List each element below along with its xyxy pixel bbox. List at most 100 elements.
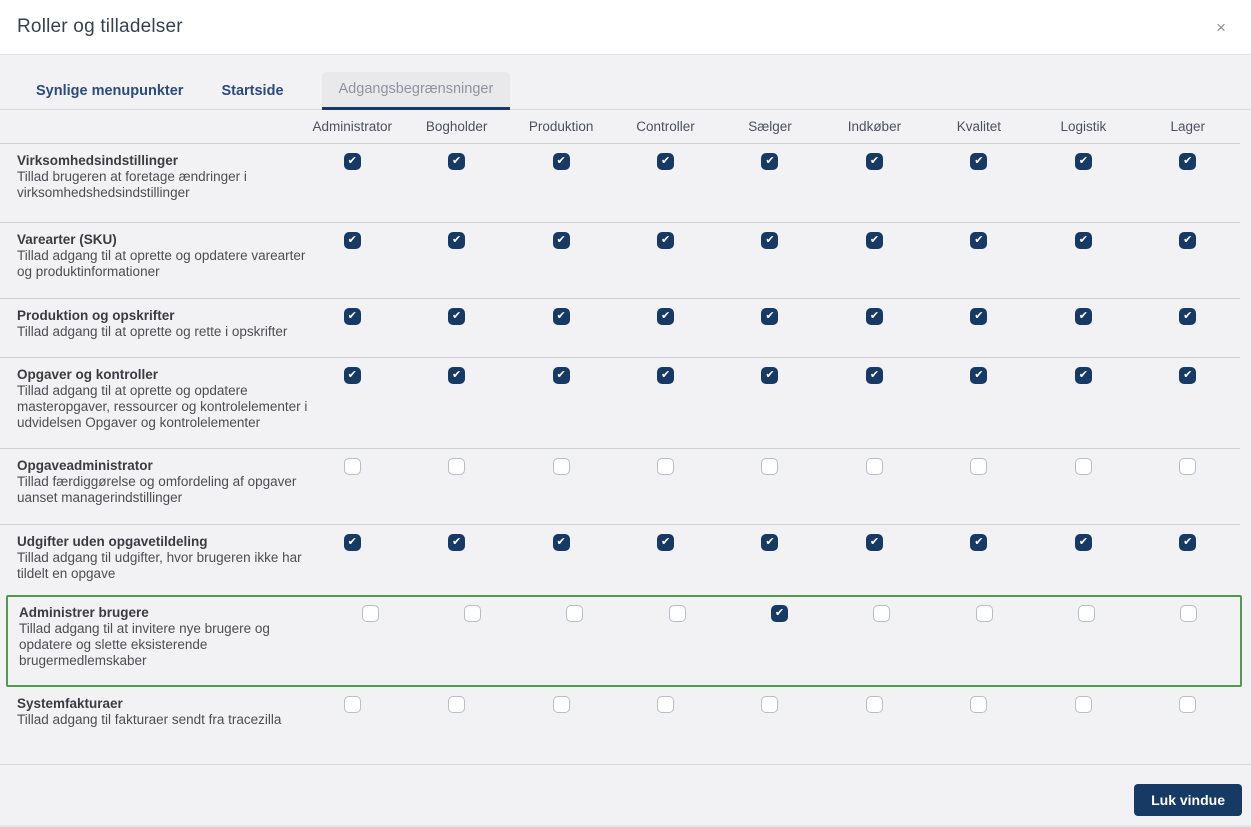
checkbox-lager-unchecked[interactable] <box>1180 605 1198 622</box>
checkbox-indkøber-checked[interactable] <box>865 534 883 551</box>
checkbox-logistik-checked[interactable] <box>1074 367 1092 384</box>
checkbox-logistik-unchecked[interactable] <box>1074 696 1092 713</box>
permission-label: Systemfakturaer Tillad adgang til faktur… <box>0 695 300 764</box>
checkbox-lager-checked[interactable] <box>1179 308 1197 325</box>
checkbox-sælger-unchecked[interactable] <box>761 458 779 475</box>
checkbox-controller-checked[interactable] <box>657 534 675 551</box>
checkbox-sælger-unchecked[interactable] <box>761 696 779 713</box>
checkbox-produktion-unchecked[interactable] <box>552 696 570 713</box>
checkbox-administrator-unchecked[interactable] <box>343 458 361 475</box>
checkbox-produktion-checked[interactable] <box>552 308 570 325</box>
checkbox-controller-unchecked[interactable] <box>657 696 675 713</box>
checkbox-lager-unchecked[interactable] <box>1179 696 1197 713</box>
checkbox-cell <box>822 366 926 448</box>
modal-titlebar: Roller og tilladelser × <box>0 0 1251 55</box>
checkbox-administrator-checked[interactable] <box>343 534 361 551</box>
checkbox-administrator-checked[interactable] <box>343 153 361 170</box>
checkbox-administrator-unchecked[interactable] <box>361 605 379 622</box>
checkbox-kvalitet-checked[interactable] <box>970 232 988 249</box>
checkbox-bogholder-checked[interactable] <box>448 232 466 249</box>
checkbox-indkøber-unchecked[interactable] <box>865 696 883 713</box>
checkbox-cell <box>831 604 933 685</box>
checkbox-sælger-checked[interactable] <box>770 605 788 622</box>
checkbox-cell <box>927 457 1031 524</box>
checkbox-kvalitet-unchecked[interactable] <box>975 605 993 622</box>
checkbox-cell <box>509 366 613 448</box>
checkbox-bogholder-checked[interactable] <box>448 308 466 325</box>
checkbox-bogholder-checked[interactable] <box>448 534 466 551</box>
checkbox-controller-unchecked[interactable] <box>657 458 675 475</box>
close-window-button[interactable]: Luk vindue <box>1134 784 1242 816</box>
tab-startside[interactable]: Startside <box>221 83 284 99</box>
checkbox-lager-checked[interactable] <box>1179 367 1197 384</box>
checkbox-kvalitet-checked[interactable] <box>970 308 988 325</box>
checkbox-controller-checked[interactable] <box>657 308 675 325</box>
permission-label: Produktion og opskrifter Tillad adgang t… <box>0 307 300 357</box>
checkbox-controller-checked[interactable] <box>657 153 675 170</box>
checkbox-sælger-checked[interactable] <box>761 308 779 325</box>
checkbox-indkøber-checked[interactable] <box>865 367 883 384</box>
checkbox-logistik-checked[interactable] <box>1074 153 1092 170</box>
checkbox-administrator-checked[interactable] <box>343 308 361 325</box>
checkbox-indkøber-unchecked[interactable] <box>865 458 883 475</box>
column-header-lager: Lager <box>1170 119 1206 134</box>
checkbox-administrator-unchecked[interactable] <box>343 696 361 713</box>
checkbox-controller-checked[interactable] <box>657 232 675 249</box>
checkbox-lager-checked[interactable] <box>1179 153 1197 170</box>
checkbox-sælger-checked[interactable] <box>761 153 779 170</box>
checkbox-bogholder-unchecked[interactable] <box>448 458 466 475</box>
checkbox-sælger-checked[interactable] <box>761 534 779 551</box>
checkbox-bogholder-unchecked[interactable] <box>463 605 481 622</box>
permission-title: Administrer brugere <box>19 605 149 620</box>
checkbox-administrator-checked[interactable] <box>343 232 361 249</box>
checkbox-bogholder-checked[interactable] <box>448 367 466 384</box>
checkbox-lager-checked[interactable] <box>1179 232 1197 249</box>
checkbox-cell <box>509 231 613 298</box>
checkbox-cell <box>509 152 613 222</box>
checkbox-produktion-unchecked[interactable] <box>566 605 584 622</box>
checkbox-logistik-checked[interactable] <box>1074 232 1092 249</box>
checkbox-logistik-unchecked[interactable] <box>1077 605 1095 622</box>
checkbox-kvalitet-unchecked[interactable] <box>970 696 988 713</box>
checkbox-logistik-checked[interactable] <box>1074 308 1092 325</box>
checkbox-kvalitet-unchecked[interactable] <box>970 458 988 475</box>
close-icon[interactable]: × <box>1216 17 1226 37</box>
table-header-row: Administrator Bogholder Produktion Contr… <box>0 110 1240 144</box>
checkbox-produktion-unchecked[interactable] <box>552 458 570 475</box>
checkbox-bogholder-checked[interactable] <box>448 153 466 170</box>
checkbox-indkøber-checked[interactable] <box>865 308 883 325</box>
checkbox-kvalitet-checked[interactable] <box>970 534 988 551</box>
checkbox-indkøber-checked[interactable] <box>865 153 883 170</box>
checkbox-indkøber-unchecked[interactable] <box>873 605 891 622</box>
checkbox-lager-checked[interactable] <box>1179 534 1197 551</box>
permission-description: Tillad adgang til fakturaer sendt fra tr… <box>17 712 282 727</box>
checkbox-controller-unchecked[interactable] <box>668 605 686 622</box>
checkbox-sælger-checked[interactable] <box>761 367 779 384</box>
checkbox-kvalitet-checked[interactable] <box>970 367 988 384</box>
checkbox-bogholder-unchecked[interactable] <box>448 696 466 713</box>
checkbox-cell <box>1031 231 1135 298</box>
checkbox-cell <box>1031 152 1135 222</box>
tab-synlige-menupunkter[interactable]: Synlige menupunkter <box>36 83 184 99</box>
checkbox-kvalitet-checked[interactable] <box>970 153 988 170</box>
table-row: Udgifter uden opgavetildeling Tillad adg… <box>0 524 1240 595</box>
checkbox-controller-checked[interactable] <box>657 367 675 384</box>
permission-label: Varearter (SKU) Tillad adgang til at opr… <box>0 231 305 298</box>
checkbox-produktion-checked[interactable] <box>552 534 570 551</box>
checkbox-cell <box>718 231 822 298</box>
checkbox-cell <box>822 457 926 524</box>
checkbox-produktion-checked[interactable] <box>552 232 570 249</box>
checkbox-administrator-checked[interactable] <box>343 367 361 384</box>
tab-adgangsbegraensninger[interactable]: Adgangsbegrænsninger <box>321 72 511 110</box>
checkbox-lager-unchecked[interactable] <box>1179 458 1197 475</box>
checkbox-cell <box>718 152 822 222</box>
checkbox-cell <box>1031 366 1135 448</box>
checkbox-sælger-checked[interactable] <box>761 232 779 249</box>
checkbox-cell <box>927 533 1031 595</box>
checkbox-produktion-checked[interactable] <box>552 153 570 170</box>
checkbox-indkøber-checked[interactable] <box>865 232 883 249</box>
checkbox-produktion-checked[interactable] <box>552 367 570 384</box>
checkbox-logistik-unchecked[interactable] <box>1074 458 1092 475</box>
checkbox-cell <box>509 695 613 764</box>
checkbox-logistik-checked[interactable] <box>1074 534 1092 551</box>
